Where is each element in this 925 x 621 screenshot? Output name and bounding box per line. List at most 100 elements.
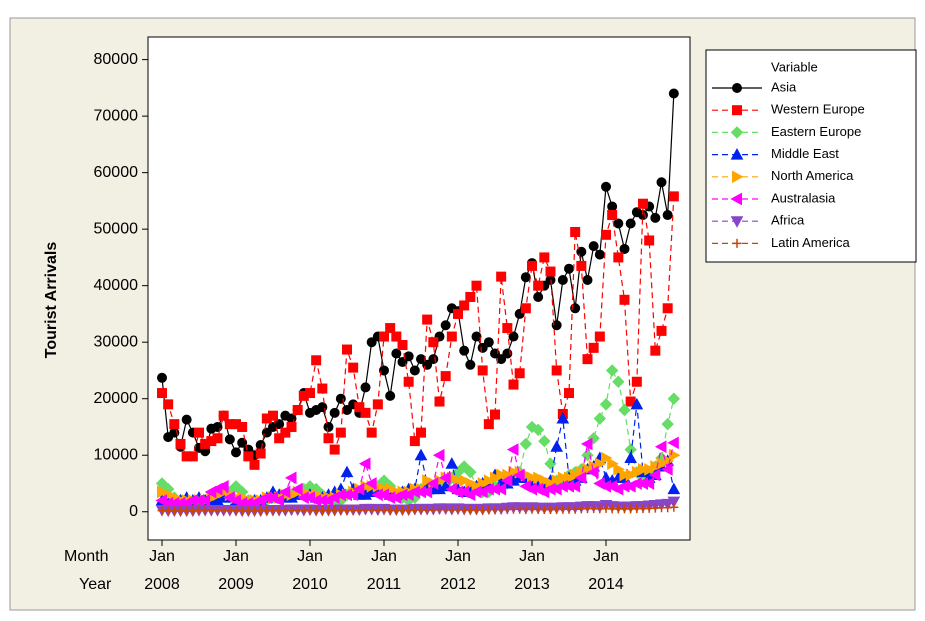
data-point <box>500 474 513 488</box>
data-point <box>224 434 235 445</box>
x-tick-label: Jan <box>519 548 545 565</box>
data-point <box>656 325 667 336</box>
data-point <box>545 266 556 277</box>
data-point <box>506 443 519 456</box>
data-point <box>391 348 402 359</box>
y-tick-label: 20000 <box>94 390 139 407</box>
data-point <box>446 331 457 342</box>
data-point <box>157 372 167 383</box>
data-point <box>274 419 285 430</box>
data-point <box>379 331 389 342</box>
data-point <box>181 414 192 425</box>
data-point <box>607 201 618 212</box>
data-point <box>564 388 574 399</box>
data-point <box>494 482 507 496</box>
data-point <box>668 88 679 99</box>
data-point <box>496 468 508 482</box>
data-point <box>551 365 562 376</box>
data-point <box>613 463 625 476</box>
data-point <box>428 337 439 348</box>
data-point <box>169 419 180 430</box>
x-tick-label: Jan <box>593 548 619 565</box>
data-point <box>588 241 599 252</box>
data-point <box>163 399 174 410</box>
data-point <box>625 218 636 229</box>
legend-label: Western Europe <box>771 102 865 117</box>
legend-marker <box>730 148 744 160</box>
data-point <box>323 433 334 444</box>
data-point <box>599 398 613 411</box>
data-point <box>588 342 599 353</box>
legend-marker <box>730 192 742 206</box>
data-point <box>502 323 513 334</box>
year-label: Year <box>79 576 112 593</box>
data-point <box>420 485 433 499</box>
y-tick-label: 60000 <box>94 164 139 181</box>
data-point <box>496 354 507 365</box>
data-point <box>496 271 507 282</box>
data-point <box>625 468 638 482</box>
data-point <box>292 405 303 416</box>
data-point <box>601 451 613 465</box>
data-point <box>556 411 570 424</box>
data-point <box>286 421 297 432</box>
data-point <box>624 451 638 464</box>
x-tick-label: Jan <box>371 548 397 565</box>
data-point <box>564 263 574 274</box>
data-point <box>533 471 545 485</box>
data-point <box>434 396 445 407</box>
year-label: 2010 <box>292 576 328 593</box>
data-point <box>198 494 211 507</box>
data-point <box>218 410 229 421</box>
data-point <box>366 427 377 438</box>
data-point <box>527 260 537 271</box>
data-point <box>613 252 624 263</box>
data-point <box>432 448 445 462</box>
data-point <box>656 457 669 471</box>
data-point <box>342 344 352 355</box>
data-point <box>231 447 241 458</box>
data-point <box>631 376 642 387</box>
data-point <box>335 393 346 404</box>
data-point <box>459 345 470 356</box>
data-point <box>531 423 545 436</box>
data-point <box>272 494 285 507</box>
data-point <box>662 454 675 468</box>
data-point <box>661 463 673 476</box>
data-point <box>385 323 396 334</box>
y-tick-label: 70000 <box>94 107 139 124</box>
data-point <box>593 412 607 425</box>
legend-label: Middle East <box>771 146 839 161</box>
data-point <box>379 365 389 376</box>
data-point <box>360 382 371 393</box>
data-point <box>619 243 630 254</box>
data-point <box>194 427 204 438</box>
x-tick-label: Jan <box>445 548 471 565</box>
legend-label: Africa <box>771 213 805 228</box>
data-point <box>422 314 433 325</box>
data-point <box>570 226 581 237</box>
data-point <box>403 351 414 362</box>
data-point <box>426 477 439 490</box>
data-point <box>669 502 679 512</box>
data-point <box>391 331 402 342</box>
data-point <box>630 397 644 410</box>
y-tick-label: 80000 <box>94 51 139 68</box>
data-point <box>237 421 248 432</box>
data-point <box>365 477 377 490</box>
data-point <box>605 364 619 377</box>
data-point <box>280 427 291 438</box>
x-tick-label: Jan <box>297 548 323 565</box>
data-point <box>229 480 243 493</box>
data-point <box>607 457 619 471</box>
data-point <box>358 457 371 471</box>
data-point <box>582 275 593 286</box>
legend-marker <box>730 216 744 228</box>
data-point <box>662 303 673 314</box>
data-point <box>278 485 291 499</box>
data-point <box>217 479 229 493</box>
data-point <box>662 210 673 221</box>
data-point <box>317 383 328 394</box>
data-point <box>582 354 593 365</box>
data-point <box>508 379 519 390</box>
